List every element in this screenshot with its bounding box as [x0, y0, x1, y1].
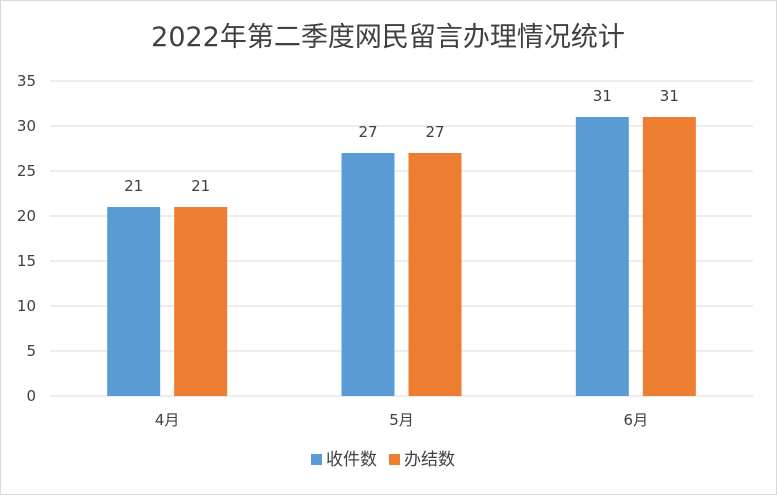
gridlines [50, 80, 753, 397]
data-label: 21 [124, 177, 143, 195]
data-label: 21 [191, 177, 210, 195]
bar-completed [408, 153, 462, 396]
data-labels: 21 21 27 27 31 31 [124, 87, 679, 195]
data-label: 27 [358, 123, 377, 141]
y-tick-label: 20 [17, 207, 36, 225]
y-tick-label: 25 [17, 162, 36, 180]
y-tick-label: 10 [17, 297, 36, 315]
y-tick-label: 15 [17, 252, 36, 270]
legend: 收件数 办结数 [311, 450, 455, 470]
x-tick-label: 5月 [389, 411, 414, 429]
y-tick-label: 0 [26, 387, 36, 405]
data-label: 27 [425, 123, 444, 141]
chart-title: 2022年第二季度网民留言办理情况统计 [151, 22, 625, 53]
bars [107, 117, 696, 396]
legend-swatch [389, 454, 400, 465]
data-label: 31 [593, 87, 612, 105]
y-tick-label: 30 [17, 117, 36, 135]
bar-received [341, 153, 395, 396]
x-tick-label: 4月 [155, 411, 180, 429]
data-label: 31 [660, 87, 679, 105]
y-tick-label: 35 [17, 72, 36, 90]
y-tick-label: 5 [26, 342, 36, 360]
bar-received [575, 117, 629, 396]
bar-completed [642, 117, 696, 396]
legend-label: 办结数 [404, 450, 455, 470]
legend-swatch [311, 454, 322, 465]
y-axis: 0 5 10 15 20 25 30 35 [17, 72, 36, 405]
x-axis: 4月 5月 6月 [155, 411, 648, 429]
x-tick-label: 6月 [624, 411, 649, 429]
legend-label: 收件数 [326, 450, 377, 470]
bar-received [107, 207, 161, 396]
bar-completed [174, 207, 228, 396]
